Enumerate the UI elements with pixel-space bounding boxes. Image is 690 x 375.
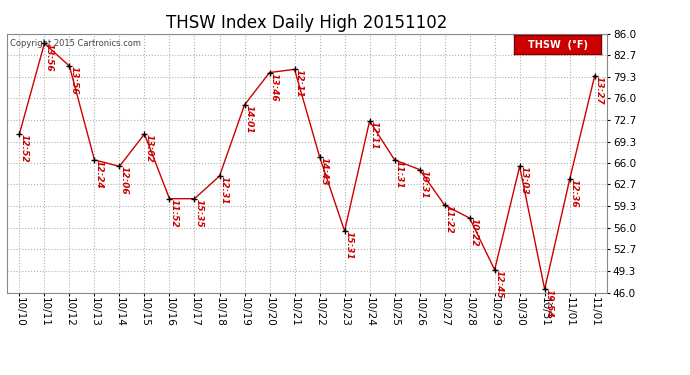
Text: 13:56: 13:56	[70, 66, 79, 95]
Text: 14:43: 14:43	[319, 157, 328, 185]
Text: 12:24: 12:24	[95, 160, 103, 189]
Title: THSW Index Daily High 20151102: THSW Index Daily High 20151102	[166, 14, 448, 32]
Text: 14:01: 14:01	[244, 105, 253, 134]
Text: 13:03: 13:03	[520, 166, 529, 195]
Text: 12:52: 12:52	[19, 134, 28, 163]
Text: 11:22: 11:22	[444, 205, 453, 234]
Text: 19:54: 19:54	[544, 289, 553, 318]
Text: 10:22: 10:22	[470, 218, 479, 247]
Text: 12:31: 12:31	[219, 176, 228, 205]
Text: 11:52: 11:52	[170, 199, 179, 227]
Text: 12:11: 12:11	[295, 69, 304, 98]
Text: 11:31: 11:31	[395, 160, 404, 189]
Text: 10:31: 10:31	[420, 170, 428, 198]
Text: 12:06: 12:06	[119, 166, 128, 195]
Text: 15:35: 15:35	[195, 199, 204, 227]
Text: 12:36: 12:36	[570, 179, 579, 208]
Text: 12:11: 12:11	[370, 121, 379, 150]
Text: 13:02: 13:02	[144, 134, 153, 163]
Text: 15:31: 15:31	[344, 231, 353, 260]
Text: 13:46: 13:46	[270, 73, 279, 101]
Text: Copyright 2015 Cartronics.com: Copyright 2015 Cartronics.com	[10, 39, 141, 48]
Text: 12:45: 12:45	[495, 270, 504, 298]
Text: 13:27: 13:27	[595, 76, 604, 104]
Text: 13:56: 13:56	[44, 44, 53, 72]
